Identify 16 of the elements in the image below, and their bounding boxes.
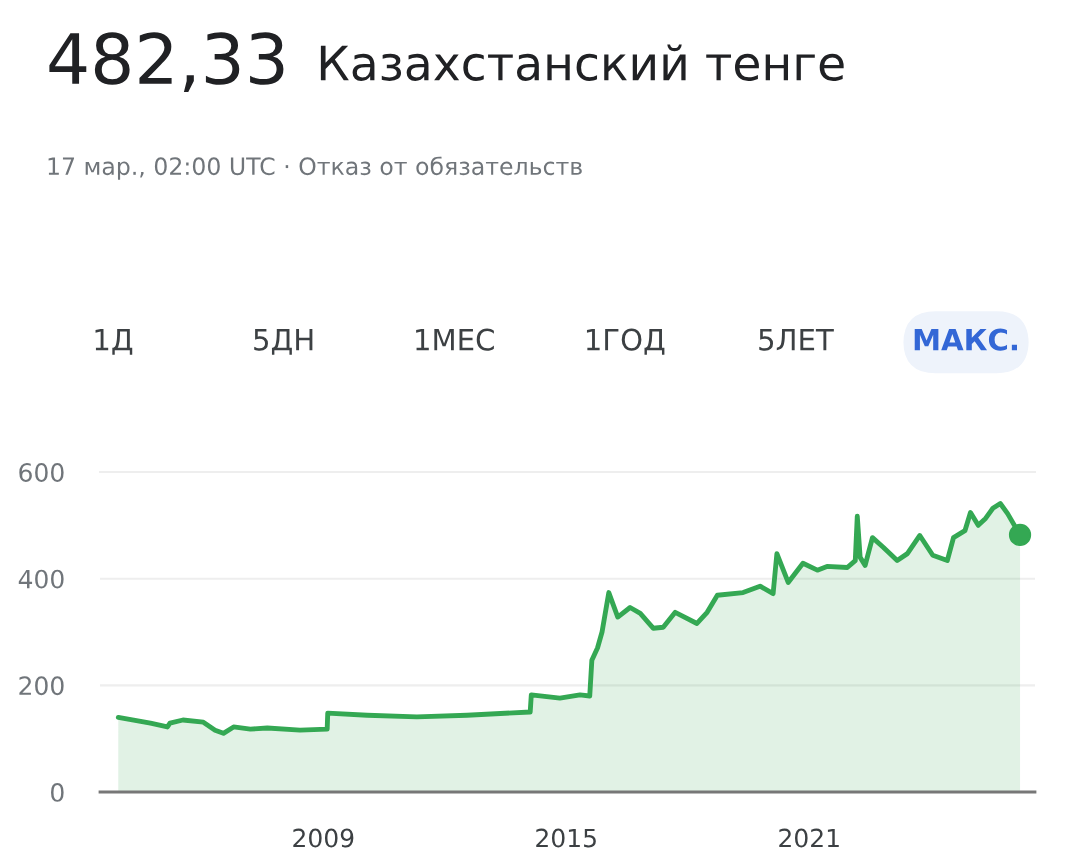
- text: 5ДН: [254, 329, 313, 355]
- text: 5ЛЕТ: [759, 329, 834, 351]
- chart-title: 482,33: [49, 32, 284, 92]
- y-tick-label: 400: [18, 569, 64, 589]
- y-tick-label: 0: [51, 782, 64, 802]
- x-tick-label: 2015: [536, 828, 596, 848]
- chart-subtitle: 17 мар., 02:00 UTC · Отказ от обязательств: [48, 156, 582, 180]
- x-tick-label: 2021: [779, 828, 839, 848]
- text: Казахстанский тенге: [320, 44, 844, 81]
- text: 1МЕС: [416, 328, 494, 351]
- y-tick-label: 200: [19, 676, 64, 696]
- text: МАКС.: [914, 328, 1017, 351]
- text: 1Д: [95, 329, 133, 355]
- x-tick-label: 2009: [293, 828, 354, 848]
- y-tick-label: 600: [19, 462, 64, 482]
- text: 1ГОД: [586, 328, 665, 355]
